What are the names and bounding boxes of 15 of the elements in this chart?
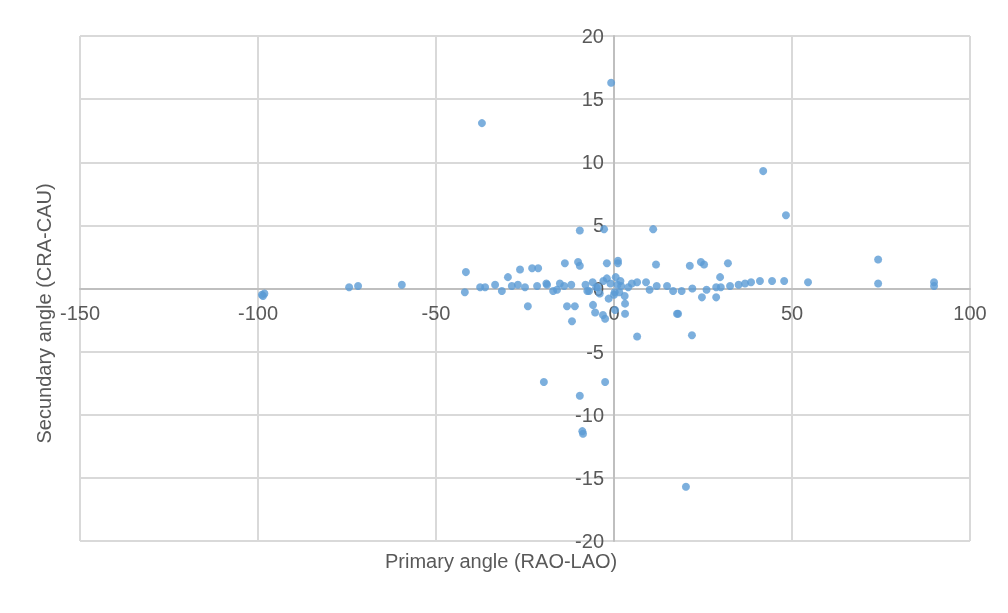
x-tick-label: 100 (953, 301, 987, 324)
y-tick-label: -20 (575, 530, 604, 552)
x-tick-label: -100 (237, 301, 279, 324)
y-tick-label: 5 (592, 214, 604, 237)
y-tick-label: 20 (581, 25, 604, 47)
x-axis-title: Primary angle (RAO-LAO) (385, 550, 618, 572)
y-tick-label: 10 (581, 151, 604, 174)
y-tick-label: 15 (581, 88, 604, 111)
y-tick-label: -15 (575, 466, 604, 489)
x-tick-label: -150 (59, 301, 101, 324)
x-tick-label: 50 (780, 301, 804, 324)
y-tick-label: -5 (586, 340, 604, 363)
y-axis-title: Secundary angle (CRA-CAU) (33, 183, 55, 444)
y-tick-label: -10 (575, 403, 604, 426)
x-tick-label: -50 (421, 301, 451, 324)
